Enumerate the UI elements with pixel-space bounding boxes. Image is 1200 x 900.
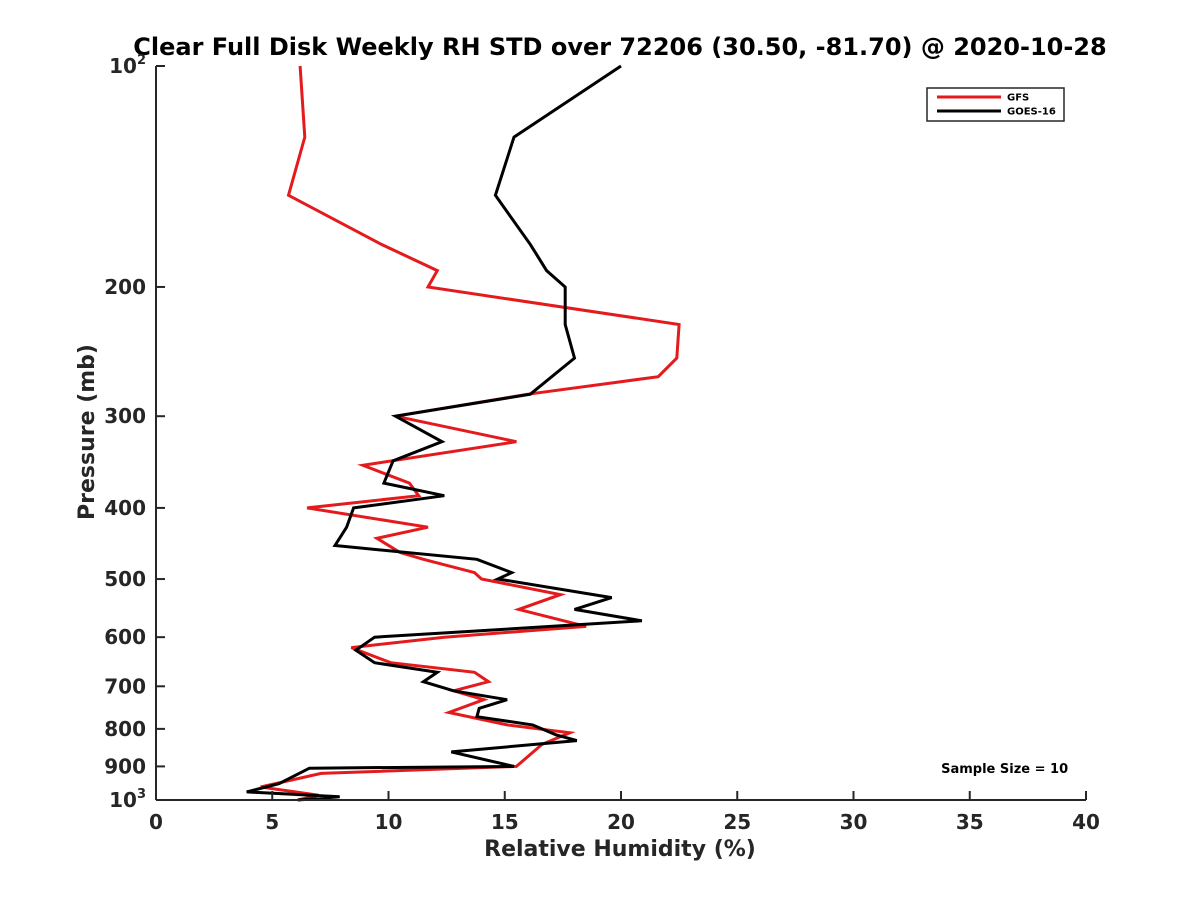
x-tick-label: 20 <box>607 810 635 834</box>
annotations: Sample Size = 10 <box>941 762 1068 777</box>
x-tick-label: 40 <box>1072 810 1100 834</box>
y-tick-label: 900 <box>104 754 146 778</box>
x-tick-label: 10 <box>375 810 403 834</box>
x-tick-label: 30 <box>840 810 868 834</box>
axes: 0 5 10 15 20 25 30 35 40102200300400500600700800… <box>104 53 1100 834</box>
sample-size-annotation: Sample Size = 10 <box>941 762 1068 777</box>
y-tick-label: 800 <box>104 717 146 741</box>
chart-title: Clear Full Disk Weekly RH STD over 72206… <box>133 33 1106 61</box>
y-axis-label: Pressure (mb) <box>75 344 100 520</box>
legend-box <box>926 87 1065 122</box>
plot-area <box>246 64 681 802</box>
y-tick-label: 400 <box>104 496 146 520</box>
legend: GFS GOES-16 <box>926 87 1065 122</box>
legend-label-goes-16: GOES-16 <box>1007 107 1056 118</box>
legend-label-gfs: GFS <box>1007 93 1029 104</box>
y-tick-label: 700 <box>104 674 146 698</box>
x-tick-label: 35 <box>956 810 984 834</box>
x-tick-label: 0 <box>149 810 163 834</box>
y-tick-label: 200 <box>104 275 146 299</box>
x-tick-label: 25 <box>723 810 751 834</box>
series-line-gfs <box>260 65 681 802</box>
series-line-goes-16 <box>246 64 643 802</box>
y-tick-label: 500 <box>104 567 146 591</box>
y-tick-label: 600 <box>104 625 146 649</box>
y-tick-label: 300 <box>104 404 146 428</box>
x-tick-label: 15 <box>491 810 519 834</box>
x-tick-label: 5 <box>265 810 279 834</box>
x-axis-label: Relative Humidity (%) <box>484 837 756 862</box>
